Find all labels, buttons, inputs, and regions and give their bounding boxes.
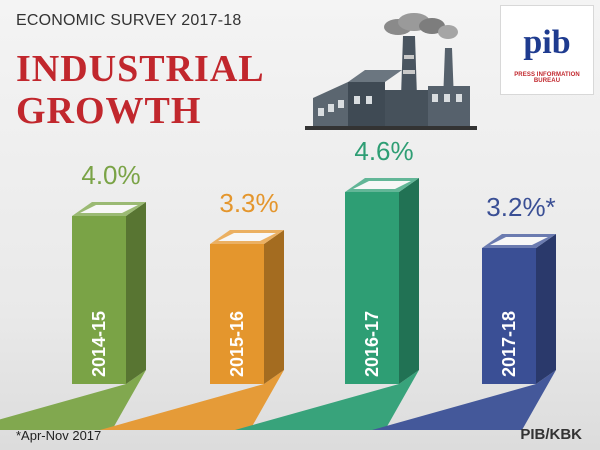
bar-floor: [372, 370, 556, 430]
tick-label: 2017-18: [499, 311, 519, 377]
bar-2017-18: 2017-18 3.2%*: [372, 192, 556, 430]
chart-title: INDUSTRIAL GROWTH: [16, 48, 265, 132]
tick-label: 2015-16: [227, 311, 247, 377]
data-label: 4.6%: [354, 136, 413, 166]
tick-label: 2014-15: [89, 311, 109, 377]
bar-2015-16: 2015-16 3.3%: [100, 188, 284, 430]
bar-top-inset: [353, 181, 411, 189]
bar-top-inset: [80, 205, 138, 213]
chart-subtitle: ECONOMIC SURVEY 2017-18: [16, 12, 242, 29]
data-label: 4.0%: [81, 160, 140, 190]
factory-icon: [305, 13, 477, 130]
title-line-2: GROWTH: [16, 90, 202, 132]
bar-front: [482, 248, 536, 384]
bar-2016-17: 2016-17 4.6%: [235, 136, 419, 430]
bar-side: [399, 178, 419, 384]
footnote: *Apr-Nov 2017: [16, 428, 102, 443]
title-line-1: INDUSTRIAL: [16, 48, 265, 90]
bar-floor: [0, 370, 146, 430]
logo-caption: PRESS INFORMATION BUREAU: [514, 72, 580, 84]
pib-logo: pib PRESS INFORMATION BUREAU: [500, 5, 594, 95]
bar-top-inset: [218, 233, 276, 241]
logo-word: pib: [523, 24, 571, 61]
bar-top-inset: [490, 237, 548, 245]
bar-front: [210, 244, 264, 384]
credit: PIB/KBK: [520, 426, 582, 443]
bar-floor: [100, 370, 284, 430]
bar-2014-15: 2014-15 4.0%: [0, 160, 146, 430]
bar-floor: [235, 370, 419, 430]
bar-side: [536, 234, 556, 384]
bar-front: [345, 192, 399, 384]
bar-front: [72, 216, 126, 384]
bar-side: [126, 202, 146, 384]
data-label: 3.2%*: [486, 192, 555, 222]
tick-label: 2016-17: [362, 311, 382, 377]
bar-side: [264, 230, 284, 384]
data-label: 3.3%: [219, 188, 278, 218]
